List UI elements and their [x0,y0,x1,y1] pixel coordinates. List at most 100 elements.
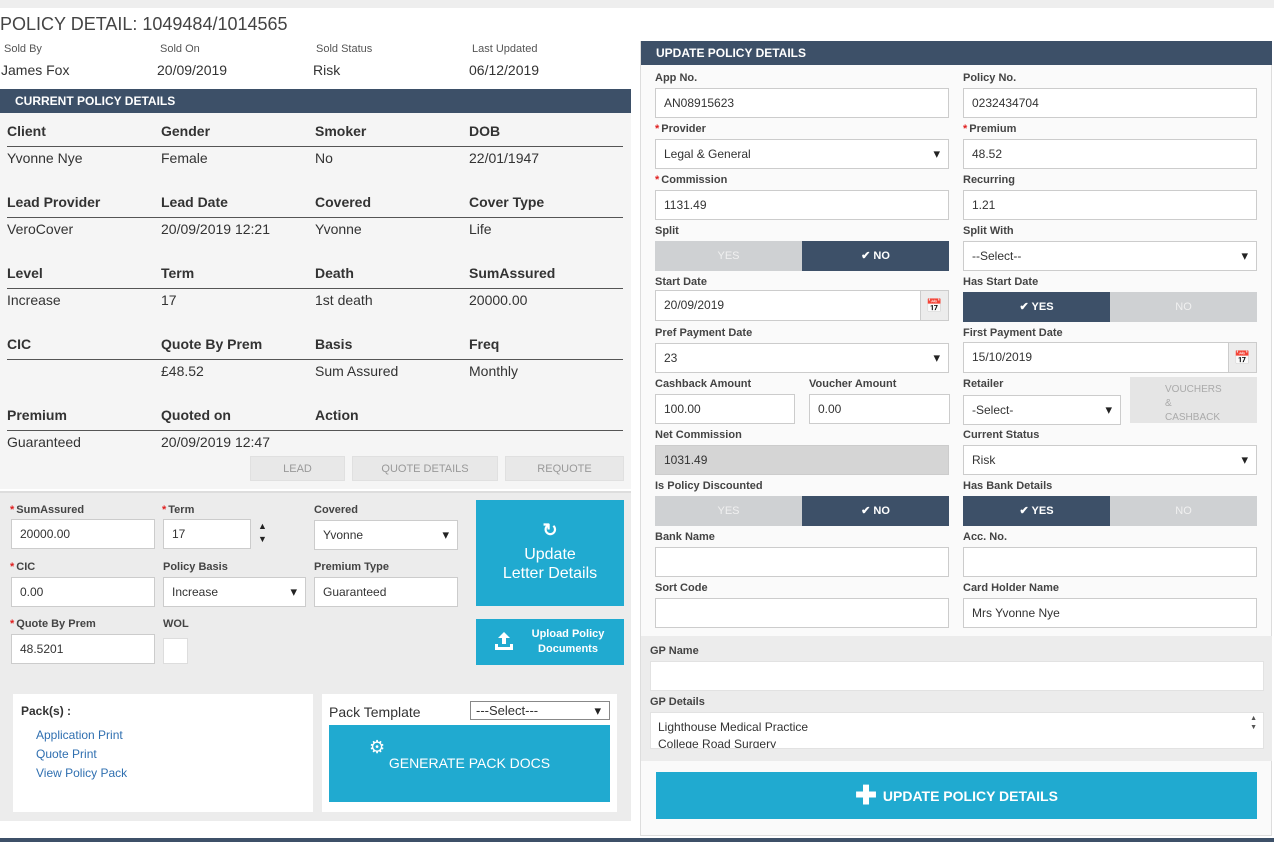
card-holder-input[interactable]: Mrs Yvonne Nye [963,598,1257,628]
has-bank-label: Has Bank Details [963,480,1053,492]
provider-label: * Provider [655,123,706,135]
sold-by-value: James Fox [1,62,70,78]
cd-value: Increase [7,292,61,308]
pref-payment-select[interactable]: 23 [655,343,949,373]
quote-details-button[interactable]: QUOTE DETAILS [352,456,498,481]
provider-select[interactable]: Legal & General [655,139,949,169]
wol-checkbox[interactable] [163,638,188,664]
quote-by-prem-label: * Quote By Prem [10,618,96,630]
cashback-input[interactable]: 100.00 [655,394,795,424]
sum-assured-input[interactable]: 20000.00 [11,519,155,549]
packs-title: Pack(s) : [21,704,72,718]
has-start-date-no-toggle[interactable]: NO [1110,292,1257,322]
gp-details-label: GP Details [650,696,705,708]
cd-value: Monthly [469,363,519,379]
policy-basis-label: Policy Basis [163,561,228,573]
gp-details-textarea[interactable]: Lighthouse Medical Practice College Road… [650,712,1264,749]
has-bank-no-toggle[interactable]: NO [1110,496,1257,526]
acc-no-label: Acc. No. [963,531,1008,543]
split-label: Split [655,225,679,237]
cd-label: Covered [315,194,372,210]
policy-no-label: Policy No. [963,72,1017,84]
cd-value: 20/09/2019 12:21 [161,221,270,237]
app-no-input[interactable]: AN08915623 [655,88,949,118]
lead-button[interactable]: LEAD [250,456,345,481]
cd-label: Quoted on [161,407,231,423]
sold-on-label: Sold On [160,43,200,55]
commission-input[interactable]: 1131.49 [655,190,949,220]
cic-input[interactable]: 0.00 [11,577,155,607]
sum-assured-label: * SumAssured [10,504,85,516]
quote-by-prem-input[interactable]: 48.5201 [11,634,155,664]
update-letter-details-button[interactable]: ↻ Update Letter Details [476,500,624,606]
scroll-arrows[interactable]: ▲ ▼ [1250,715,1257,731]
recurring-input[interactable]: 1.21 [963,190,1257,220]
application-print-link[interactable]: Application Print [36,728,123,742]
gear-icon: ⚙ [369,737,386,757]
calendar-icon[interactable]: 📅 [1228,343,1256,372]
check-icon: ✔ [1019,505,1032,517]
premium-type-input[interactable]: Guaranteed [314,577,458,607]
view-policy-pack-link[interactable]: View Policy Pack [36,766,128,780]
cd-value: 1st death [315,292,373,308]
has-start-date-yes-toggle[interactable]: ✔ YES [963,292,1110,322]
update-policy-details-button[interactable]: ✚ UPDATE POLICY DETAILS [656,772,1257,819]
cd-value: 20000.00 [469,292,528,308]
policy-basis-select[interactable]: Increase [163,577,306,607]
last-updated-value: 06/12/2019 [469,62,540,78]
upload-policy-documents-button[interactable]: Upload Policy Documents [476,619,624,665]
sort-code-input[interactable] [655,598,949,628]
pack-template-label: Pack Template [329,704,421,720]
current-status-select[interactable]: Risk [963,445,1257,475]
bank-name-input[interactable] [655,547,949,577]
policy-no-input[interactable]: 0232434704 [963,88,1257,118]
cd-value: VeroCover [7,221,74,237]
requote-button[interactable]: REQUOTE [505,456,624,481]
app-no-label: App No. [655,72,698,84]
term-input[interactable]: 17 [163,519,251,549]
calendar-icon[interactable]: 📅 [920,291,948,320]
quote-print-link[interactable]: Quote Print [36,747,97,761]
divider [7,217,623,218]
acc-no-input[interactable] [963,547,1257,577]
gp-details-line: College Road Surgery [658,737,777,749]
voucher-input[interactable]: 0.00 [809,394,950,424]
first-payment-input[interactable]: 15/10/2019 [963,342,1257,373]
retailer-select[interactable]: -Select- [963,395,1121,425]
split-with-select[interactable]: --Select-- [963,241,1257,271]
discounted-no-toggle[interactable]: ✔ NO [802,496,949,526]
discounted-yes-toggle[interactable]: YES [655,496,802,526]
start-date-input[interactable]: 20/09/2019 [655,290,949,321]
gp-details-line: Lighthouse Medical Practice [658,720,809,734]
cd-label: Smoker [315,123,367,139]
divider [7,359,623,360]
vouchers-label-2: & [1165,398,1172,409]
gp-name-label: GP Name [650,645,699,657]
cd-value: Life [469,221,492,237]
sold-status-label: Sold Status [316,43,373,55]
letter-details-form: * SumAssured 20000.00 * Term 17 ▲ ▼ Covered… [0,491,631,821]
generate-pack-docs-button[interactable]: ⚙ GENERATE PACK DOCS [329,725,610,802]
upload-icon [495,632,513,650]
split-yes-toggle[interactable]: YES [655,241,802,271]
covered-label: Covered [314,504,359,516]
premium-label: * Premium [963,123,1017,135]
gp-section: GP Name GP Details Lighthouse Medical Pr… [641,636,1272,761]
first-payment-label: First Payment Date [963,327,1063,339]
covered-select[interactable]: Yvonne [314,520,458,550]
vouchers-cashback-button[interactable]: VOUCHERS & CASHBACK [1130,377,1257,423]
cd-label: Premium [7,407,67,423]
term-stepper[interactable]: ▲ ▼ [258,521,267,544]
cd-value: Yvonne [315,221,362,237]
cd-label: Cover Type [469,194,545,210]
gp-name-input[interactable] [650,661,1264,691]
pack-template-select[interactable]: ---Select--- [470,701,610,720]
premium-input[interactable]: 48.52 [963,139,1257,169]
split-no-toggle[interactable]: ✔ NO [802,241,949,271]
check-icon: ✔ [1019,301,1032,313]
plus-icon: ✚ [855,780,877,810]
cd-label: Death [315,265,354,281]
cd-label: Client [7,123,46,139]
divider [7,146,623,147]
has-bank-yes-toggle[interactable]: ✔ YES [963,496,1110,526]
